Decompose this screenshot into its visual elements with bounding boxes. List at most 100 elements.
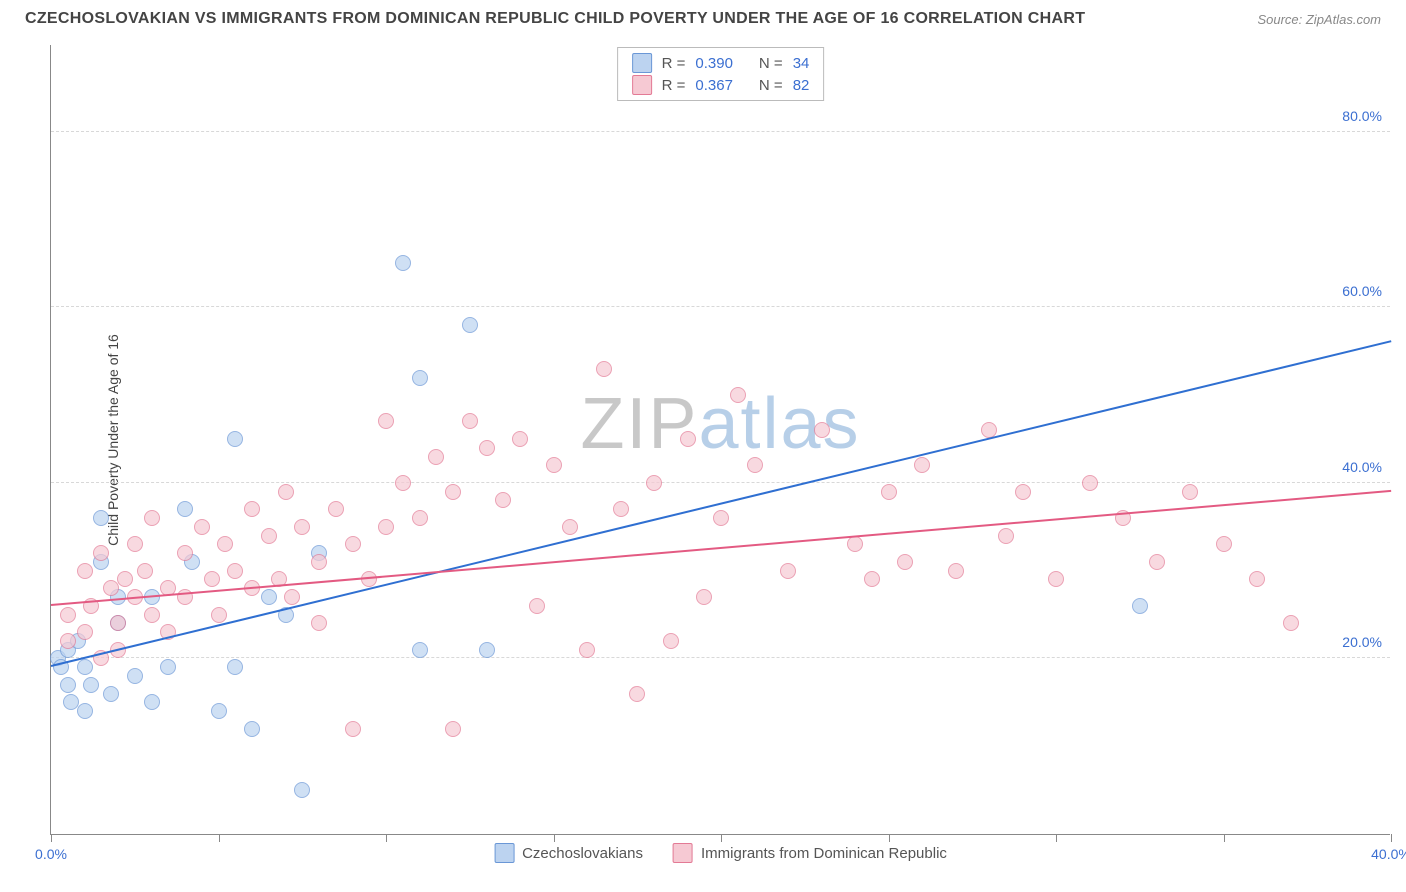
data-point	[144, 510, 160, 526]
data-point	[613, 501, 629, 517]
data-point	[110, 615, 126, 631]
data-point	[60, 607, 76, 623]
data-point	[211, 703, 227, 719]
data-point	[160, 659, 176, 675]
data-point	[137, 563, 153, 579]
legend-label: Immigrants from Dominican Republic	[701, 845, 947, 862]
data-point	[345, 536, 361, 552]
data-point	[948, 563, 964, 579]
x-tick-label: 0.0%	[35, 846, 67, 862]
y-tick-label: 60.0%	[1342, 283, 1382, 299]
legend-item: Czechoslovakians	[494, 843, 643, 863]
data-point	[897, 554, 913, 570]
data-point	[412, 370, 428, 386]
data-point	[696, 589, 712, 605]
data-point	[103, 686, 119, 702]
legend-swatch	[494, 843, 514, 863]
data-point	[1149, 554, 1165, 570]
legend-stat-row: R =0.390N =34	[632, 52, 810, 74]
watermark-atlas: atlas	[698, 384, 860, 464]
data-point	[412, 510, 428, 526]
data-point	[77, 563, 93, 579]
data-point	[814, 422, 830, 438]
y-tick-label: 20.0%	[1342, 634, 1382, 650]
data-point	[1082, 475, 1098, 491]
x-tick	[386, 834, 387, 842]
data-point	[1249, 571, 1265, 587]
data-point	[278, 484, 294, 500]
data-point	[462, 317, 478, 333]
data-point	[428, 449, 444, 465]
data-point	[629, 686, 645, 702]
y-tick-label: 40.0%	[1342, 459, 1382, 475]
data-point	[311, 554, 327, 570]
stat-r-label: R =	[662, 55, 686, 72]
data-point	[395, 255, 411, 271]
data-point	[127, 668, 143, 684]
data-point	[730, 387, 746, 403]
data-point	[747, 457, 763, 473]
data-point	[144, 694, 160, 710]
data-point	[378, 413, 394, 429]
stat-n-value: 82	[793, 77, 810, 94]
data-point	[294, 519, 310, 535]
data-point	[194, 519, 210, 535]
data-point	[93, 545, 109, 561]
gridline	[51, 131, 1390, 132]
data-point	[1132, 598, 1148, 614]
data-point	[646, 475, 662, 491]
data-point	[596, 361, 612, 377]
data-point	[227, 431, 243, 447]
source-label: Source: ZipAtlas.com	[1257, 12, 1381, 27]
data-point	[177, 501, 193, 517]
data-point	[60, 633, 76, 649]
data-point	[93, 510, 109, 526]
data-point	[445, 721, 461, 737]
stat-r-label: R =	[662, 77, 686, 94]
data-point	[211, 607, 227, 623]
data-point	[261, 589, 277, 605]
x-tick-label: 40.0%	[1371, 846, 1406, 862]
data-point	[77, 659, 93, 675]
data-point	[328, 501, 344, 517]
data-point	[361, 571, 377, 587]
data-point	[244, 721, 260, 737]
data-point	[227, 659, 243, 675]
data-point	[495, 492, 511, 508]
x-tick	[1056, 834, 1057, 842]
data-point	[127, 536, 143, 552]
data-point	[663, 633, 679, 649]
x-tick	[219, 834, 220, 842]
x-tick	[554, 834, 555, 842]
data-point	[345, 721, 361, 737]
data-point	[217, 536, 233, 552]
data-point	[294, 782, 310, 798]
data-point	[1216, 536, 1232, 552]
legend-label: Czechoslovakians	[522, 845, 643, 862]
legend-item: Immigrants from Dominican Republic	[673, 843, 947, 863]
data-point	[881, 484, 897, 500]
y-tick-label: 80.0%	[1342, 108, 1382, 124]
data-point	[378, 519, 394, 535]
x-tick	[51, 834, 52, 842]
gridline	[51, 657, 1390, 658]
data-point	[914, 457, 930, 473]
data-point	[998, 528, 1014, 544]
legend-swatch	[632, 75, 652, 95]
legend-swatch	[673, 843, 693, 863]
data-point	[864, 571, 880, 587]
series-legend: Czechoslovakians Immigrants from Dominica…	[494, 843, 947, 863]
data-point	[680, 431, 696, 447]
data-point	[227, 563, 243, 579]
data-point	[311, 615, 327, 631]
data-point	[847, 536, 863, 552]
data-point	[244, 501, 260, 517]
data-point	[1015, 484, 1031, 500]
data-point	[780, 563, 796, 579]
stat-r-value: 0.367	[695, 77, 733, 94]
data-point	[713, 510, 729, 526]
data-point	[284, 589, 300, 605]
data-point	[83, 677, 99, 693]
chart-title: CZECHOSLOVAKIAN VS IMMIGRANTS FROM DOMIN…	[25, 10, 1085, 28]
data-point	[412, 642, 428, 658]
